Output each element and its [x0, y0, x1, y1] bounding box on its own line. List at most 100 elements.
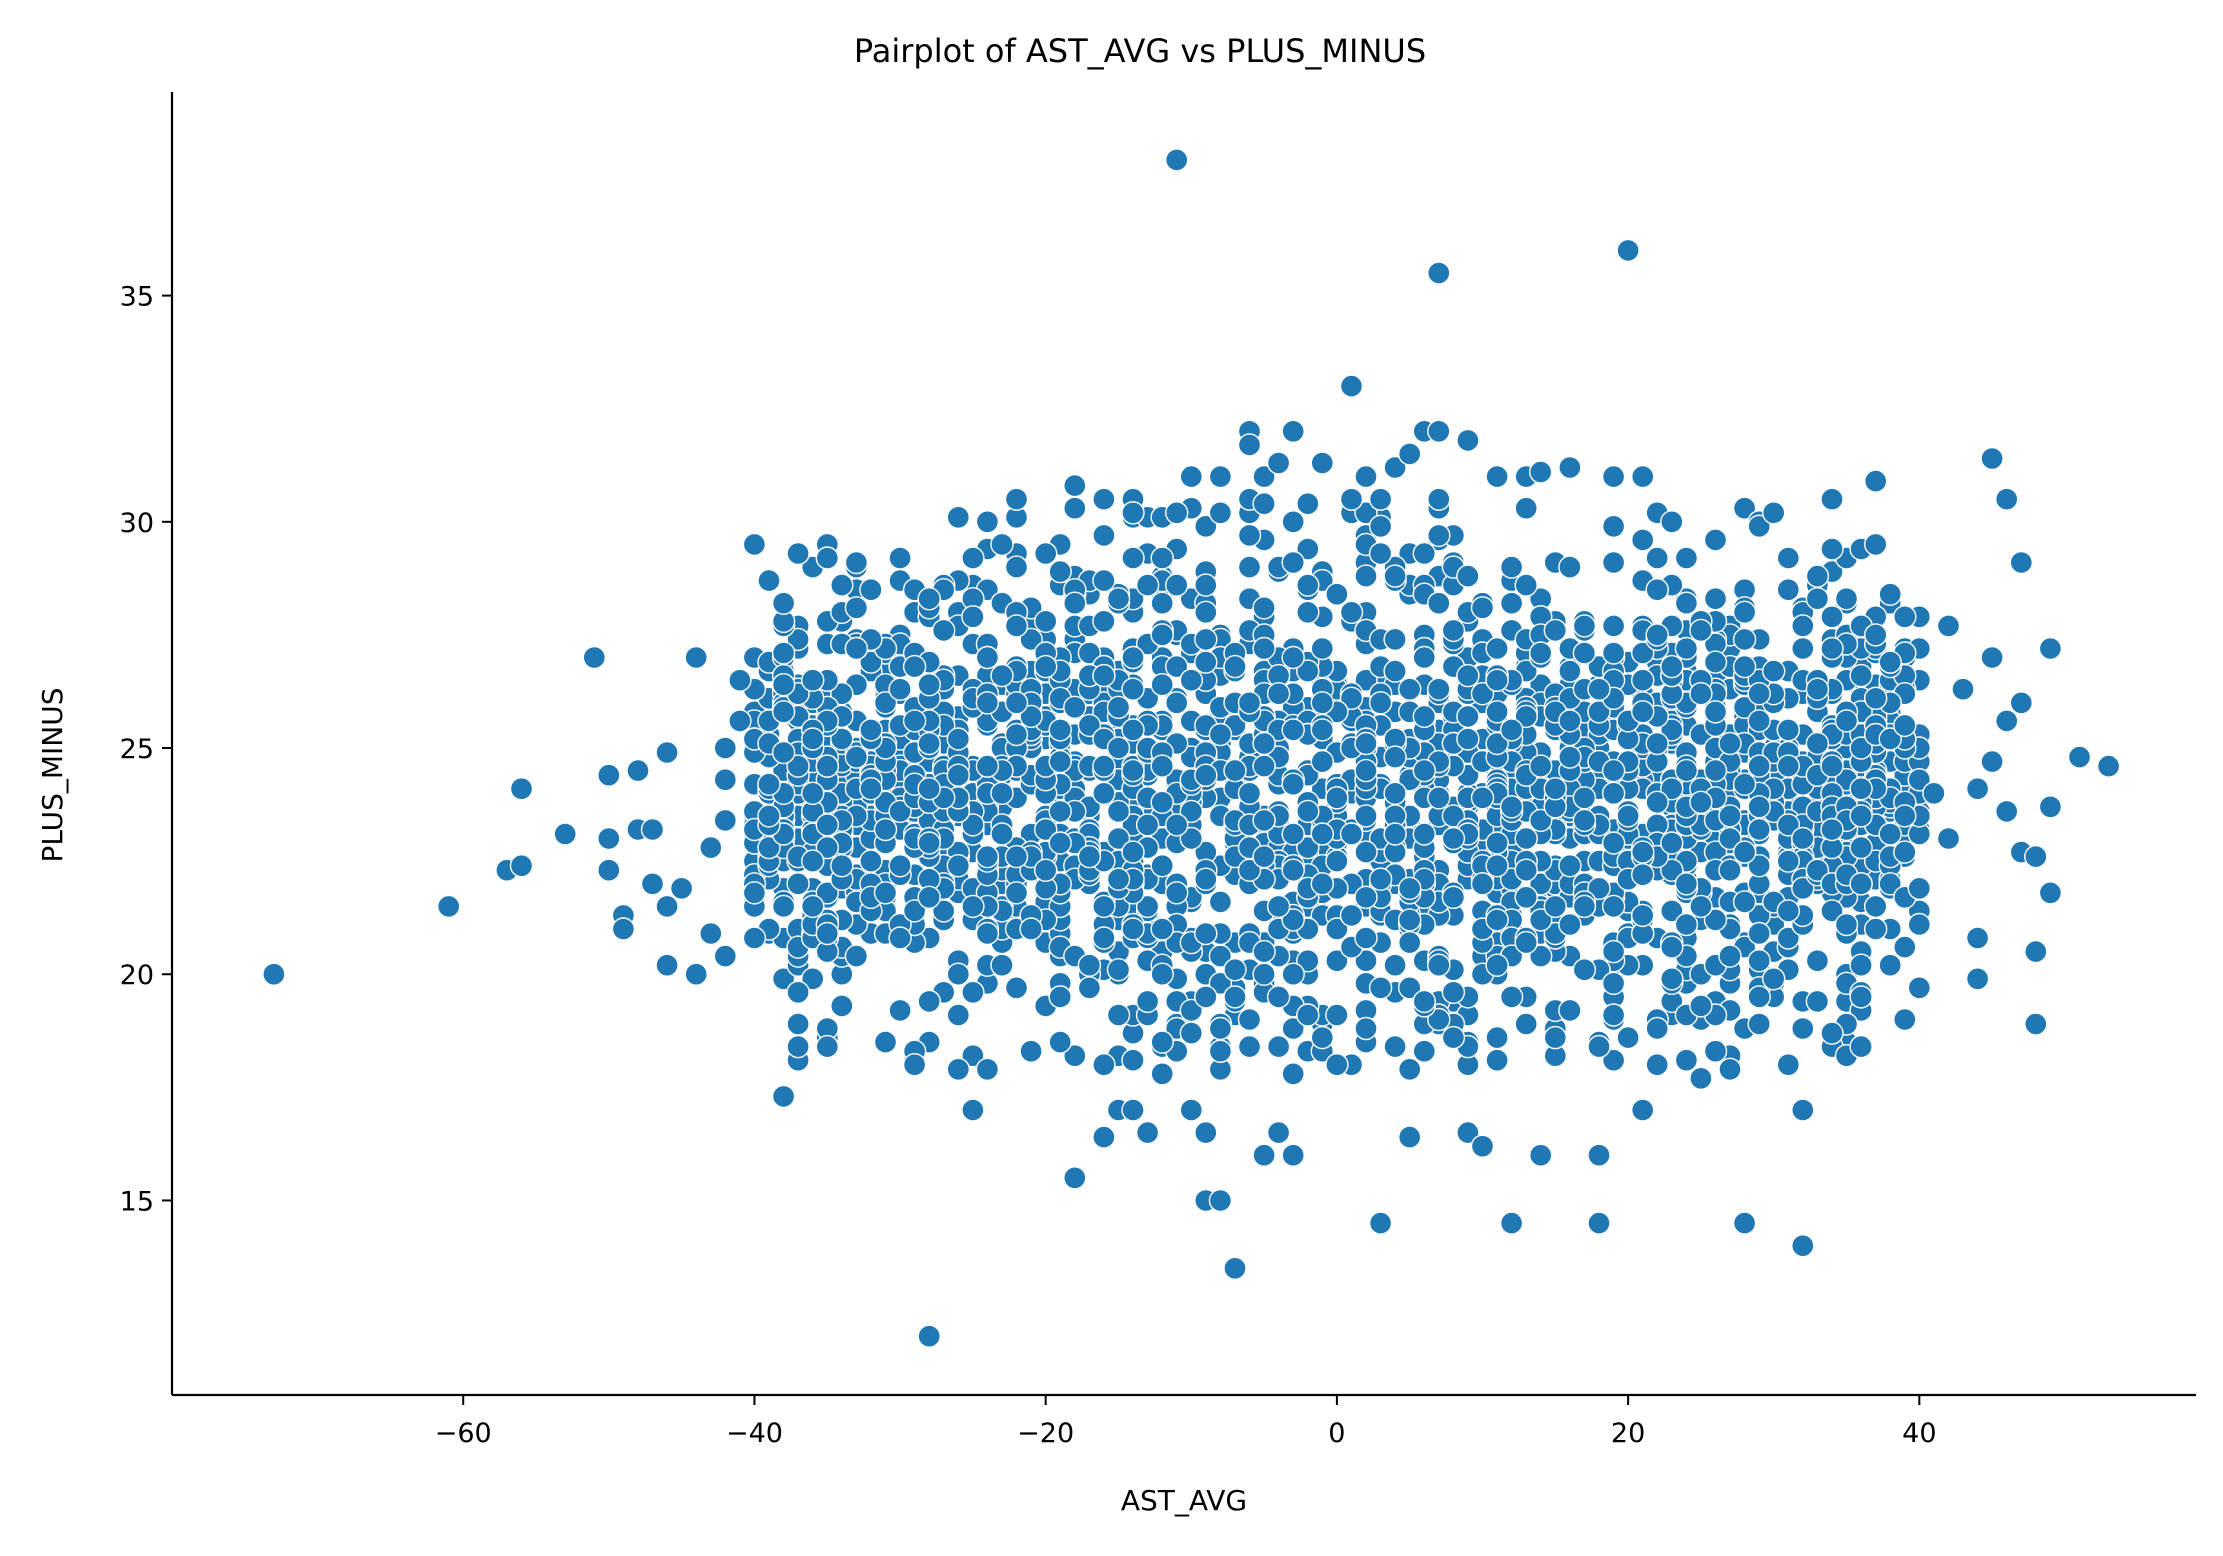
data-point — [859, 578, 883, 602]
y-tick-label: 15 — [120, 1186, 154, 1217]
data-point — [1150, 854, 1174, 878]
data-point — [1179, 1098, 1204, 1122]
data-point — [1106, 958, 1131, 982]
data-point — [1674, 636, 1699, 661]
data-point — [815, 881, 839, 905]
data-point — [1237, 691, 1262, 715]
data-point — [830, 994, 854, 1018]
data-point — [1456, 428, 1480, 453]
x-tick-label: 40 — [1902, 1418, 1936, 1449]
data-point — [1325, 849, 1349, 873]
data-point — [1296, 1003, 1320, 1027]
data-point — [815, 1034, 839, 1059]
data-point — [655, 740, 679, 765]
data-point — [1470, 682, 1495, 706]
data-point — [742, 532, 767, 557]
data-point — [801, 781, 825, 805]
data-point — [1732, 890, 1757, 914]
data-point — [1194, 514, 1218, 538]
data-point — [1558, 912, 1582, 937]
data-point — [1572, 894, 1597, 919]
data-point — [1805, 949, 1830, 973]
data-point — [1397, 442, 1422, 466]
data-point — [888, 799, 912, 824]
data-point — [1106, 695, 1131, 719]
data-point — [1893, 935, 1917, 959]
data-point — [1033, 609, 1058, 633]
data-point — [1820, 817, 1844, 842]
data-point — [932, 899, 956, 923]
data-point — [1645, 578, 1669, 602]
data-point — [1849, 663, 1873, 688]
data-point — [1747, 754, 1771, 778]
data-point — [1412, 541, 1437, 566]
data-point — [1092, 1052, 1116, 1077]
data-point — [262, 962, 286, 986]
data-point — [815, 813, 839, 837]
data-point — [1077, 713, 1102, 738]
data-point — [1194, 985, 1218, 1009]
data-point — [1528, 944, 1553, 968]
data-point — [1470, 786, 1495, 810]
data-point — [1499, 591, 1524, 615]
data-point — [786, 872, 810, 896]
data-point — [1281, 1062, 1305, 1086]
data-point — [1164, 654, 1189, 679]
data-point — [1893, 840, 1917, 864]
data-point — [1543, 1025, 1568, 1050]
data-point — [757, 568, 781, 593]
data-point — [1747, 514, 1771, 538]
data-point — [961, 894, 985, 919]
data-point — [1092, 754, 1116, 778]
data-point — [1660, 935, 1684, 959]
data-point — [946, 763, 970, 787]
data-point — [1354, 926, 1378, 950]
data-point — [1863, 532, 1888, 557]
data-point — [1427, 677, 1451, 701]
data-point — [902, 654, 927, 679]
data-point — [597, 763, 621, 787]
data-point — [844, 596, 869, 620]
data-point — [1528, 754, 1553, 778]
data-point — [1383, 781, 1407, 805]
data-point — [1761, 659, 1786, 683]
data-point — [713, 768, 737, 792]
data-point — [1427, 419, 1451, 443]
data-point — [1907, 876, 1932, 900]
data-point — [1470, 872, 1495, 896]
data-point — [1878, 953, 1902, 977]
data-point — [1325, 917, 1349, 941]
data-point — [1674, 546, 1699, 570]
data-point — [1572, 614, 1597, 638]
data-point — [1630, 700, 1655, 724]
data-point — [1063, 695, 1087, 719]
data-point — [509, 777, 534, 801]
data-point — [1543, 618, 1568, 643]
data-point — [1558, 998, 1582, 1023]
data-point — [1441, 980, 1466, 1004]
data-point — [1237, 1007, 1262, 1032]
data-point — [1194, 627, 1218, 652]
data-point — [1033, 654, 1058, 679]
data-point — [1383, 659, 1407, 683]
data-point — [1572, 958, 1597, 982]
data-point — [1951, 677, 1975, 701]
data-point — [1310, 872, 1335, 896]
data-point — [1849, 736, 1873, 760]
data-point — [1019, 704, 1043, 729]
data-point — [1820, 537, 1844, 561]
data-point — [1296, 600, 1320, 624]
data-point — [1150, 962, 1174, 986]
data-point — [1077, 953, 1102, 977]
data-point — [859, 718, 883, 742]
data-point — [990, 953, 1014, 977]
data-point — [1164, 573, 1189, 597]
data-point — [1106, 867, 1131, 891]
data-point — [961, 980, 985, 1004]
data-point — [888, 854, 912, 878]
data-point — [1630, 464, 1655, 489]
data-point — [1397, 976, 1422, 1000]
data-point — [1063, 1166, 1087, 1190]
data-point — [990, 822, 1014, 846]
data-point — [1558, 745, 1582, 769]
